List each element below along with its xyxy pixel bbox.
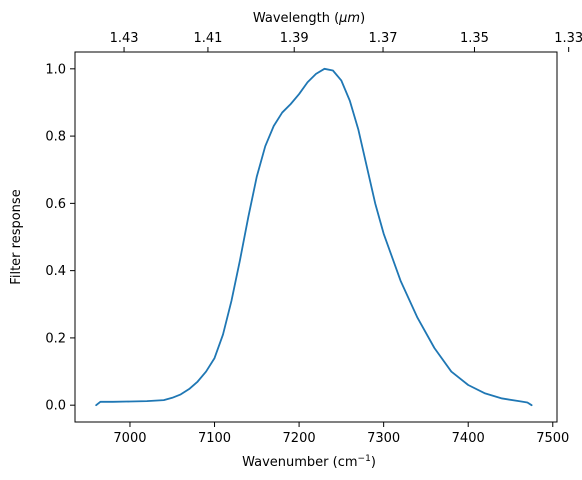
y-tick-label: 0.4 [45, 264, 66, 279]
top-tick-label: 1.35 [460, 31, 489, 46]
y-axis-label: Filter response [9, 189, 24, 284]
x-tick-label: 7300 [367, 431, 400, 446]
y-tick-label: 1.0 [45, 62, 66, 77]
filter-response-line [95, 67, 533, 407]
y-tick-label: 0.6 [45, 197, 66, 212]
x-axis-label: Wavenumber (cm−1) [242, 454, 376, 470]
top-tick-label: 1.39 [280, 31, 309, 46]
x-tick-label: 7200 [283, 431, 316, 446]
top-tick-label: 1.37 [369, 31, 398, 46]
x-tick-label: 7000 [113, 431, 146, 446]
top-tick-label: 1.43 [110, 31, 139, 46]
x-tick-label: 7400 [452, 431, 485, 446]
y-tick-label: 0.0 [45, 399, 66, 414]
plot-frame [74, 51, 558, 423]
x-tick-label: 7100 [198, 431, 231, 446]
top-axis-label: Wavelength (μm) [253, 11, 365, 26]
x-tick-label: 7500 [536, 431, 569, 446]
top-tick-label: 1.41 [193, 31, 222, 46]
top-axis-ticks: 1.43 1.41 1.39 1.37 1.35 1.33 [110, 31, 582, 52]
y-axis-ticks: 0.0 0.2 0.4 0.6 0.8 1.0 [45, 62, 75, 414]
y-tick-label: 0.8 [45, 130, 66, 145]
y-tick-label: 0.2 [45, 331, 66, 346]
top-tick-label: 1.33 [554, 31, 582, 46]
x-axis-ticks: 7000 7100 7200 7300 7400 7500 [113, 422, 569, 446]
